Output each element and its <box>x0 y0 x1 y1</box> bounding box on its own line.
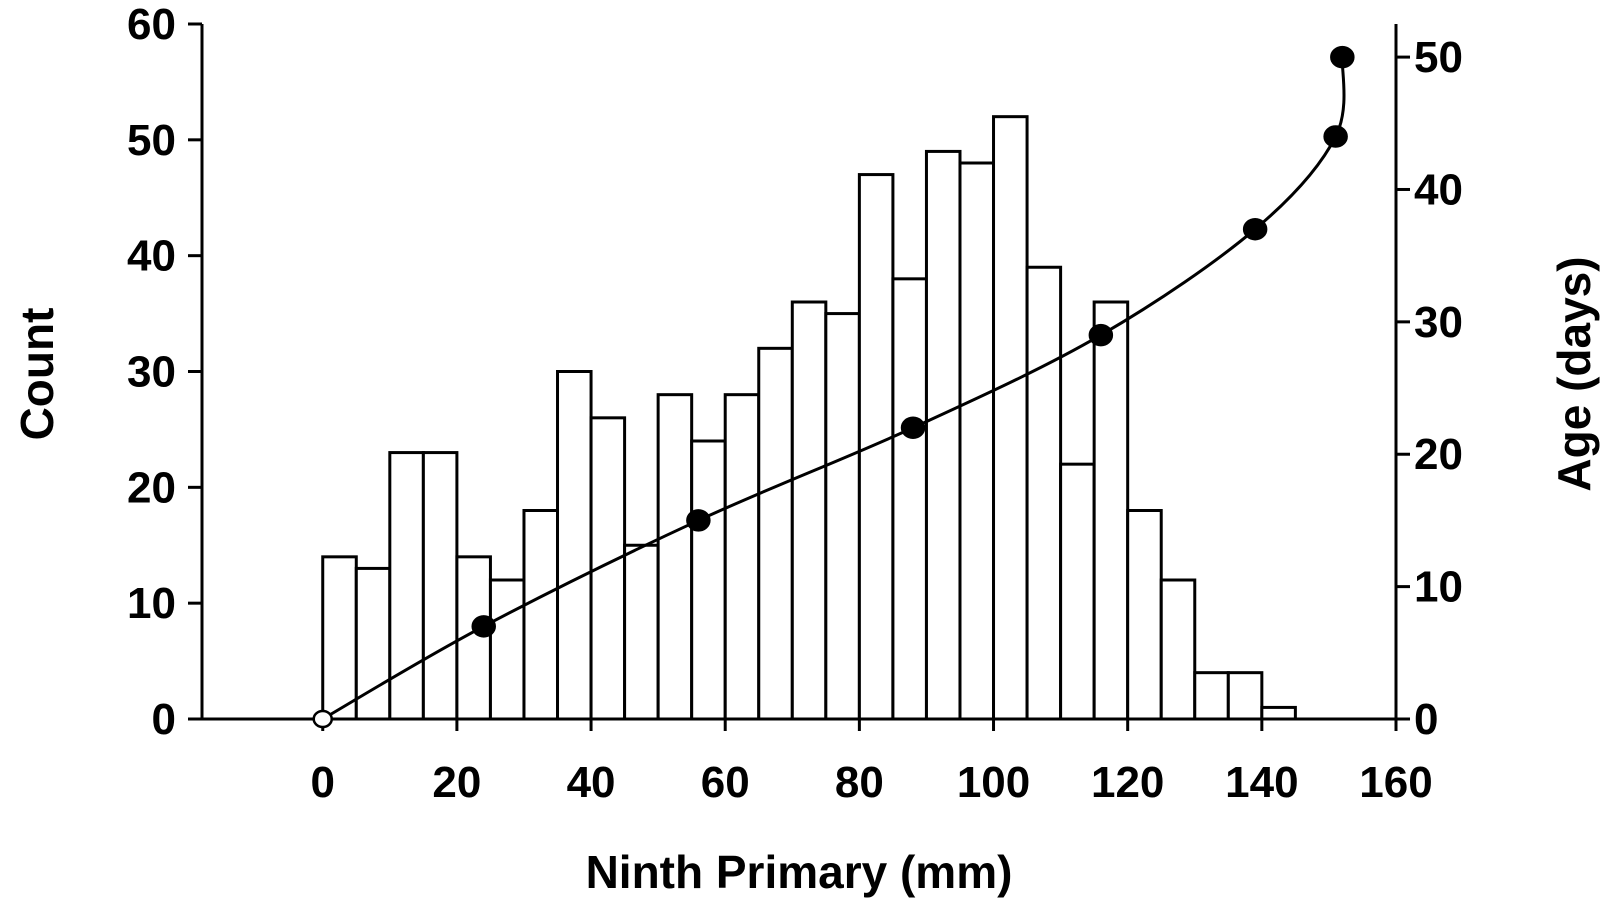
x-tick-label: 160 <box>1359 758 1432 807</box>
age-point <box>471 615 496 638</box>
histogram-bar <box>857 173 895 721</box>
age-point <box>1323 125 1348 148</box>
bars-layer <box>321 115 1297 721</box>
histogram-bar <box>924 149 962 721</box>
histogram-bar <box>1126 509 1163 721</box>
right-y-tick-label: 20 <box>1414 430 1463 479</box>
left-y-tick-label: 20 <box>127 463 176 512</box>
histogram-bar <box>388 451 425 721</box>
right-y-tick-label: 50 <box>1414 33 1463 82</box>
histogram-bar <box>1226 671 1264 721</box>
histogram-bar <box>790 300 828 721</box>
left-y-tick-label: 10 <box>127 579 176 628</box>
histogram-bar <box>1260 705 1297 721</box>
histogram-bar <box>522 509 560 721</box>
histogram-bar <box>690 439 727 721</box>
histogram-bar <box>958 161 996 721</box>
left-y-tick-label: 50 <box>127 116 176 165</box>
x-tick-label: 120 <box>1091 758 1164 807</box>
histogram-bar <box>1092 300 1130 721</box>
histogram-bar <box>623 543 660 721</box>
histogram-bar <box>891 277 928 721</box>
histogram-bar <box>1059 462 1096 721</box>
left-y-tick-label: 30 <box>127 348 176 397</box>
left-y-tick-label: 60 <box>127 0 176 49</box>
age-curve <box>321 56 1346 721</box>
x-tick-label: 20 <box>432 758 481 807</box>
right-y-tick-label: 30 <box>1414 298 1463 347</box>
left-y-axis-title: Count <box>11 308 63 441</box>
histogram-bar <box>1159 578 1197 721</box>
x-tick-label: 0 <box>310 758 334 807</box>
histogram-bar <box>488 578 526 721</box>
x-tick-label: 40 <box>567 758 616 807</box>
right-y-tick-label: 10 <box>1414 563 1463 612</box>
histogram-bar <box>992 115 1029 721</box>
histogram-bar <box>824 312 861 721</box>
right-y-tick-label: 40 <box>1414 165 1463 214</box>
left-y-tick-label: 40 <box>127 232 176 281</box>
histogram-bar <box>421 451 459 721</box>
age-point <box>686 509 711 532</box>
age-point <box>1088 323 1114 347</box>
histogram-bar <box>656 393 694 721</box>
x-axis-title: Ninth Primary (mm) <box>586 846 1013 898</box>
age-point <box>900 416 926 440</box>
right-y-tick-label: 0 <box>1414 695 1438 744</box>
histogram-bar <box>321 555 358 721</box>
x-tick-label: 80 <box>835 758 884 807</box>
ticks-layer: 0 10 20 30 40 50 60 0 10 20 30 40 50 0 20 40 60 80 100 120 1… <box>127 0 1463 807</box>
right-y-axis-title: Age (days) <box>1548 256 1600 491</box>
age-series-layer <box>312 45 1355 729</box>
histogram-bar <box>556 370 593 721</box>
left-y-tick-label: 0 <box>152 695 176 744</box>
age-point <box>1330 45 1355 69</box>
histogram-bar <box>1193 671 1230 721</box>
x-tick-label: 140 <box>1225 758 1298 807</box>
age-point <box>312 709 333 729</box>
histogram-bar <box>723 393 761 721</box>
age-point <box>1242 217 1268 241</box>
x-tick-label: 100 <box>957 758 1030 807</box>
x-tick-label: 60 <box>701 758 750 807</box>
histogram-bar <box>757 346 794 721</box>
histogram-bar <box>1025 265 1063 721</box>
